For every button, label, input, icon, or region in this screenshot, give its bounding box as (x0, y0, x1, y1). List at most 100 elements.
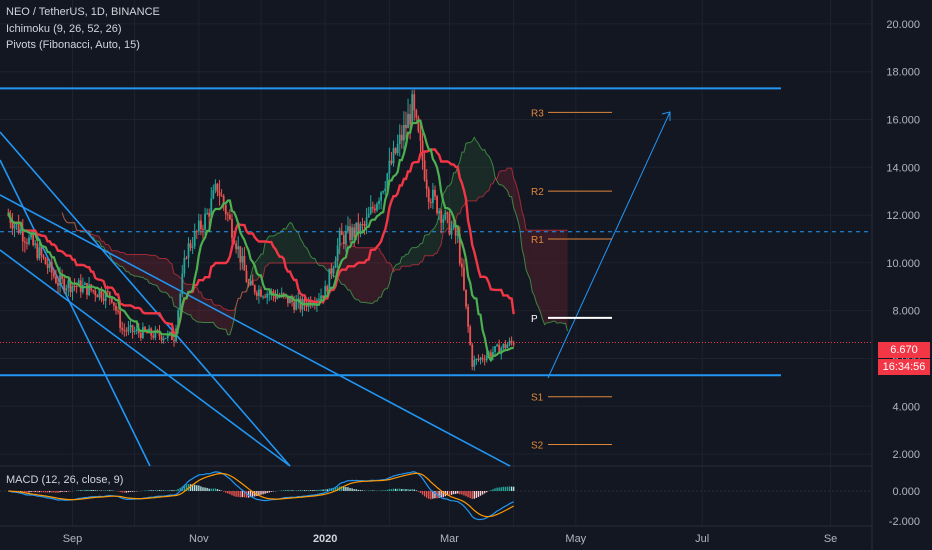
cloud-segment (298, 232, 301, 264)
candle-body (266, 293, 269, 298)
candle-body (241, 256, 244, 263)
candle-body (32, 234, 35, 245)
candle-body (162, 338, 165, 341)
candle-body (510, 340, 513, 343)
cloud-segment (153, 255, 156, 285)
cloud-segment (385, 259, 388, 289)
candle-body (396, 143, 399, 154)
cloud-segment (304, 246, 307, 264)
candle-body (154, 330, 157, 338)
cloud-segment (171, 263, 174, 307)
cloud-segment (147, 254, 150, 283)
cloud-segment (395, 264, 398, 270)
cloud-segment (163, 258, 166, 293)
cloud-segment (532, 230, 535, 296)
candle-body (407, 113, 409, 129)
cloud-segment (480, 147, 483, 197)
cloud-segment (461, 152, 464, 208)
candle-body (260, 289, 262, 297)
price-tick-label: 20.000 (886, 19, 920, 31)
candle-body (384, 188, 387, 192)
candle-body (222, 195, 225, 206)
candle-body (187, 243, 190, 259)
cloud-segment (354, 246, 357, 300)
price-tick-label: 12.000 (886, 210, 920, 222)
candle-body (434, 189, 436, 197)
candle-body (456, 234, 459, 236)
candle-body (458, 234, 461, 264)
cloud-segment (515, 183, 518, 221)
candle-body (108, 291, 111, 298)
candle-body (251, 280, 254, 286)
candle-body (81, 284, 84, 292)
candle-body (218, 192, 221, 196)
cloud-segment (565, 230, 568, 332)
candle-body (431, 189, 434, 203)
candle-body (104, 290, 107, 301)
candle-body (347, 226, 349, 232)
candle-body (94, 290, 97, 296)
candle-body (229, 214, 231, 220)
time-tick-label: Sep (63, 533, 83, 545)
cloud-segment (517, 190, 520, 230)
candle-body (345, 231, 347, 244)
candle-body (262, 296, 264, 298)
candle-body (479, 357, 482, 360)
candle-body (160, 336, 163, 341)
candle-body (475, 358, 478, 361)
candle-body (305, 304, 308, 307)
time-tick-label: Mar (440, 533, 459, 545)
candle-body (485, 355, 488, 361)
candle-body (100, 290, 103, 299)
candle-body (245, 270, 248, 283)
candle-body (359, 224, 362, 234)
candle-body (193, 231, 196, 247)
candle-body (446, 212, 449, 214)
candle-body (17, 222, 20, 233)
pivots-legend: Pivots (Fibonacci, Auto, 15) (6, 39, 140, 51)
candle-body (11, 222, 14, 229)
cloud-segment (221, 306, 224, 330)
candle-body (419, 131, 422, 141)
time-tick-label: Jul (695, 533, 709, 545)
cloud-segment (285, 225, 288, 264)
cloud-segment (151, 255, 154, 285)
cloud-segment (105, 244, 108, 251)
candle-body (115, 305, 117, 311)
cloud-segment (289, 222, 293, 264)
cloud-segment (347, 246, 351, 291)
candle-body (106, 290, 109, 292)
ichimoku-legend: Ichimoku (9, 26, 52, 26) (6, 23, 122, 35)
candle-body (183, 257, 186, 274)
cloud-segment (111, 250, 114, 263)
price-tick-label: 14.000 (886, 162, 920, 174)
candle-body (21, 229, 24, 242)
cloud-segment (428, 231, 431, 256)
cloud-segment (368, 247, 371, 304)
cloud-segment (486, 154, 489, 192)
price-axis: 20.000 18.000 16.000 14.000 12.000 10.000 8.00… (886, 19, 920, 528)
candle-body (173, 339, 175, 342)
candle-body (48, 262, 51, 268)
candle-body (454, 224, 457, 236)
pivot-levels: R3 R2 R1 P S1 S2 (531, 108, 612, 451)
candle-body (357, 222, 360, 234)
cloud-segment (383, 255, 386, 292)
cloud-segment (312, 258, 315, 264)
cloud-segment (215, 305, 218, 328)
horizontal-lines (0, 87, 872, 377)
candle-body (117, 310, 119, 312)
candle-body (59, 275, 61, 286)
candle-body (57, 282, 59, 286)
cloud-segment (503, 170, 506, 189)
candle-body (326, 286, 329, 292)
cloud-segment (292, 223, 295, 264)
cloud-segment (557, 230, 560, 324)
cloud-segment (521, 211, 525, 257)
candle-body (469, 326, 472, 345)
projection-arrow (547, 111, 671, 379)
cloud-segment (144, 254, 148, 280)
cloud-segment (476, 141, 479, 201)
candle-body (177, 310, 180, 329)
